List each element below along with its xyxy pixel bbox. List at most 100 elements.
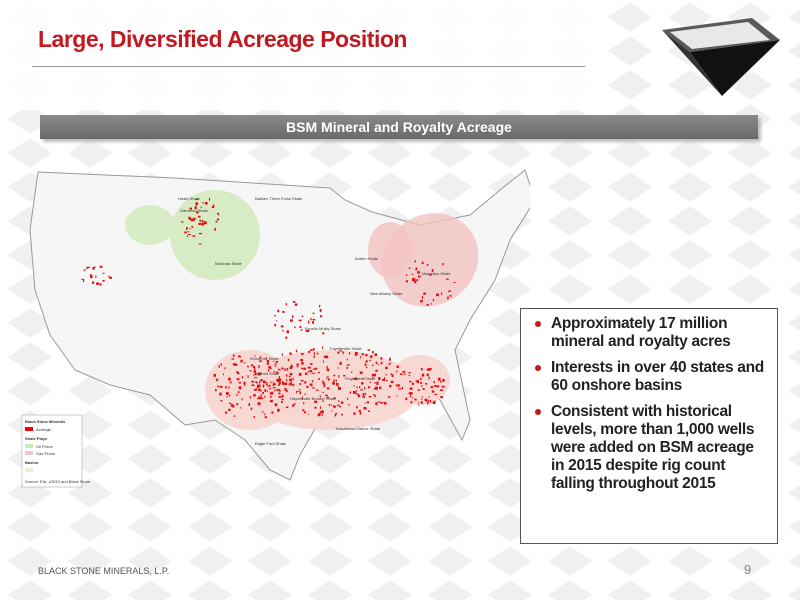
acreage-dot [302,409,305,412]
acreage-dot [236,403,239,405]
map-label: Heath Shale [178,196,201,201]
acreage-dot [188,216,191,220]
acreage-dot [295,391,297,394]
acreage-dot [365,353,368,357]
acreage-dot [201,222,204,226]
acreage-dot [294,402,296,405]
acreage-dot [319,406,322,409]
acreage-dot [325,355,329,359]
bullet: Consistent with historical levels, more … [535,403,769,493]
acreage-dot [287,358,290,362]
acreage-dot [190,218,194,222]
acreage-dot [330,404,332,406]
acreage-dot [266,390,269,392]
acreage-dot [181,221,184,223]
acreage-dot [296,363,300,365]
legend-item: Gas Prone [36,451,56,456]
acreage-dot [358,409,361,412]
acreage-dot [258,396,260,398]
acreage-dot [427,399,430,402]
acreage-dot [337,400,340,403]
acreage-dot [272,387,276,389]
acreage-dot [200,206,202,209]
acreage-dot [334,414,337,417]
acreage-dot [414,280,417,284]
acreage-dot [195,211,199,214]
acreage-dot [278,396,282,398]
acreage-dot [322,346,324,350]
acreage-dot [281,353,284,356]
acreage-dot [420,377,422,381]
acreage-dot [253,416,255,419]
acreage-dot [258,388,261,391]
acreage-dot [96,282,99,285]
acreage-dot [264,395,266,398]
acreage-dot [312,318,316,321]
shale-areas [125,190,479,430]
acreage-dot [258,397,262,400]
acreage-dot [237,378,240,381]
acreage-dot [224,367,226,370]
acreage-dot [422,387,425,390]
acreage-dot [337,351,340,354]
acreage-dot [310,363,313,365]
acreage-dot [109,276,112,279]
acreage-dot [92,281,95,284]
acreage-dot [372,394,376,396]
acreage-dot [258,381,261,384]
acreage-dot [237,372,240,375]
acreage-dot [219,392,222,396]
acreage-dot [427,401,429,405]
map-label: Fayetteville Shale [330,346,362,351]
acreage-dot [262,392,264,394]
acreage-dot [411,273,414,275]
acreage-dot [357,394,361,398]
acreage-dot [389,362,391,365]
acreage-dot [337,367,339,369]
acreage-dot [220,363,222,366]
acreage-dot [299,391,302,395]
acreage-dot [380,357,383,360]
acreage-dot [385,380,388,382]
acreage-dot [86,267,88,269]
acreage-dot [332,381,335,385]
legend-item: Acreage [36,427,52,432]
acreage-dot [269,400,272,403]
acreage-dot [319,395,321,398]
acreage-dot [421,398,423,400]
acreage-dot [290,352,292,356]
acreage-dot [226,396,229,398]
acreage-dot [364,393,367,395]
acreage-dot [231,358,235,360]
acreage-dot [286,389,288,393]
acreage-dot [294,326,296,329]
acreage-dot [364,363,367,366]
acreage-dot [241,376,244,379]
map-label: Haynesville Bossier Shale [290,396,337,401]
acreage-dot [388,363,390,366]
acreage-dot [428,274,432,276]
acreage-dot [376,381,379,383]
acreage-dot [395,384,397,387]
acreage-dot [277,368,281,371]
acreage-dot [389,357,391,361]
acreage-dot [269,392,273,394]
acreage-dot [342,351,344,354]
acreage-dot [261,411,264,413]
acreage-dot [241,398,243,401]
acreage-dot [278,378,282,382]
acreage-dot [298,319,302,322]
acreage-dot [362,393,365,397]
acreage-dot [272,411,274,414]
acreage-dot [430,367,432,370]
acreage-dot [326,368,330,372]
acreage-dot [391,374,394,377]
acreage-dot [249,396,251,399]
acreage-dot [274,363,277,365]
acreage-dot [370,355,373,359]
acreage-dot [289,366,293,369]
acreage-dot [362,396,366,398]
acreage-dot [294,303,298,306]
acreage-dot [248,403,251,406]
acreage-dot [408,392,411,395]
